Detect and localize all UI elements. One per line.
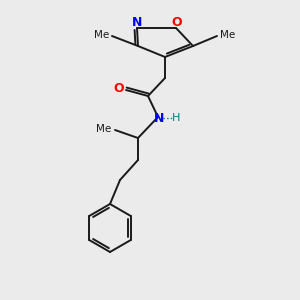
Text: Me: Me: [94, 30, 109, 40]
Text: H: H: [172, 113, 180, 123]
Text: Me: Me: [96, 124, 111, 134]
Text: N: N: [132, 16, 142, 29]
Text: O: O: [172, 16, 182, 29]
Text: O: O: [114, 82, 124, 95]
Text: N: N: [154, 112, 164, 124]
Text: Me: Me: [220, 30, 235, 40]
